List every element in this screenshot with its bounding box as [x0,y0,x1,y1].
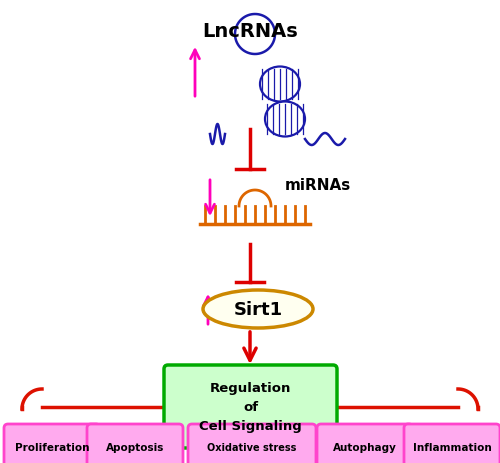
FancyBboxPatch shape [317,424,413,463]
FancyBboxPatch shape [164,365,337,448]
Text: Inflammation: Inflammation [412,442,492,452]
Text: Apoptosis: Apoptosis [106,442,164,452]
Text: Oxidative stress: Oxidative stress [208,442,296,452]
Ellipse shape [203,290,313,328]
FancyBboxPatch shape [4,424,100,463]
FancyBboxPatch shape [188,424,316,463]
Text: LncRNAs: LncRNAs [202,22,298,41]
Ellipse shape [260,67,300,102]
Text: miRNAs: miRNAs [285,177,351,192]
FancyBboxPatch shape [87,424,183,463]
FancyBboxPatch shape [404,424,500,463]
Text: Sirt1: Sirt1 [234,300,282,319]
Text: Autophagy: Autophagy [333,442,397,452]
Ellipse shape [265,102,305,137]
Text: Proliferation: Proliferation [15,442,89,452]
Text: Regulation
of
Cell Signaling: Regulation of Cell Signaling [199,381,302,432]
